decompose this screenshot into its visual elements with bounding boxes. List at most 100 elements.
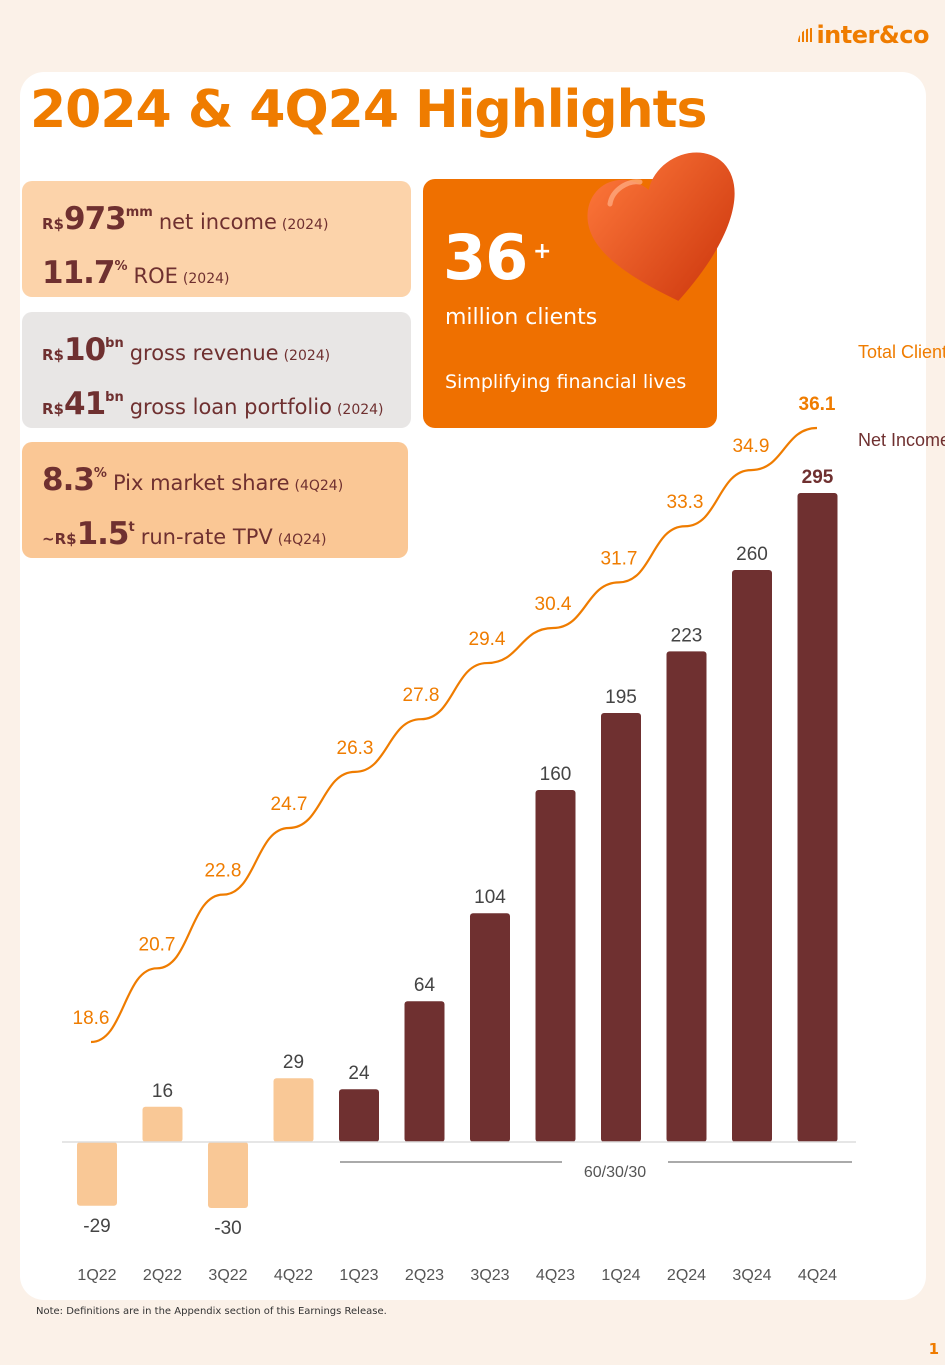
line-label-1Q22: 18.6 [73,1008,110,1029]
line-label-3Q22: 22.8 [205,861,242,882]
kpi-value: 1.5 [76,516,130,552]
bar-label-4Q23: 160 [540,764,572,785]
line-label-4Q22: 24.7 [271,794,308,815]
line-label-4Q24: 36.1 [799,394,836,415]
bar-net-income-2Q23 [404,1001,445,1142]
line-label-2Q22: 20.7 [139,934,176,955]
bar-net-income-3Q23 [470,913,510,1142]
kpi-period: (2024) [283,348,331,364]
kpi-value: 11.7 [42,255,115,291]
bar-label-1Q22: -29 [83,1216,110,1237]
line-label-3Q23: 29.4 [469,629,506,650]
bar-net-income-1Q22 [77,1142,117,1206]
kpi-prefix: ~R$ [42,530,77,548]
clients-number: 36 [443,221,528,294]
bar-label-2Q23: 64 [414,975,436,996]
kpi-value: 8.3 [42,462,95,498]
kpi-tpv: ~R$ 1.5 t run-rate TPV (4Q24) [42,516,326,552]
x-tick-3Q22: 3Q22 [208,1267,247,1284]
x-tick-4Q24: 4Q24 [798,1267,837,1284]
line-label-3Q24: 34.9 [733,436,770,457]
kpi-label: run-rate TPV [140,525,273,549]
clients-tagline: Simplifying financial lives [445,371,687,393]
series-line-total-clients [90,426,818,1044]
kpi-label: net income [158,210,277,234]
annotation-60-30-30: 60/30/30 [584,1164,646,1181]
bar-label-2Q24: 223 [671,625,703,646]
kpi-unit: bn [105,390,124,405]
logo-text: inter&co [816,21,929,49]
kpi-roe: 11.7 % ROE (2024) [42,255,229,291]
kpi-label: ROE [133,264,178,288]
bar-label-3Q22: -30 [214,1218,241,1239]
line-label-1Q24: 31.7 [601,548,638,569]
inter-logo-icon [798,28,813,42]
x-tick-4Q23: 4Q23 [536,1267,575,1284]
footnote: Note: Definitions are in the Appendix se… [36,1306,387,1317]
bar-net-income-1Q24 [601,713,641,1142]
kpi-prefix: R$ [42,346,64,364]
bar-label-4Q22: 29 [283,1052,304,1073]
kpi-label: gross loan portfolio [129,395,332,419]
x-tick-2Q24: 2Q24 [667,1267,706,1284]
bar-net-income-2Q24 [666,651,707,1142]
x-tick-3Q23: 3Q23 [470,1267,509,1284]
kpi-gross-revenue: R$ 10 bn gross revenue (2024) [42,332,330,368]
bar-net-income-3Q22 [208,1142,248,1208]
bar-label-3Q23: 104 [474,887,506,908]
page-title: 2024 & 4Q24 Highlights [30,80,707,140]
kpi-value: 41 [64,386,106,422]
kpi-label: Pix market share [112,471,290,495]
heart-icon [587,152,735,301]
bar-label-2Q22: 16 [152,1081,173,1102]
kpi-unit: bn [105,336,124,351]
line-label-2Q24: 33.3 [667,492,704,513]
kpi-net-income: R$ 973 mm net income (2024) [42,201,328,237]
bar-label-1Q24: 195 [605,687,637,708]
clients-plus: + [533,239,552,264]
x-tick-4Q22: 4Q22 [274,1267,313,1284]
line-label-1Q23: 26.3 [337,738,374,759]
bar-net-income-4Q24 [797,493,838,1142]
kpi-value: 10 [64,332,106,368]
bar-net-income-3Q24 [732,570,772,1142]
kpi-unit: mm [125,205,153,220]
clients-label: million clients [445,305,598,330]
kpi-label: gross revenue [129,341,279,365]
kpi-pix-share: 8.3 % Pix market share (4Q24) [42,462,343,498]
page-number: 1 [928,1340,939,1358]
kpi-box-payments: 8.3 % Pix market share (4Q24) ~R$ 1.5 t … [22,442,408,558]
bar-net-income-4Q22 [273,1078,314,1142]
x-tick-1Q24: 1Q24 [601,1267,640,1284]
kpi-box-income: R$ 973 mm net income (2024) 11.7 % ROE (… [22,181,411,297]
kpi-period: (4Q24) [277,532,327,548]
bar-net-income-1Q23 [339,1089,379,1142]
kpi-period: (2024) [182,271,230,287]
kpi-gross-loan: R$ 41 bn gross loan portfolio (2024) [42,386,384,422]
kpi-period: (2024) [336,402,384,418]
kpi-prefix: R$ [42,400,64,418]
bar-label-4Q24: 295 [802,467,834,488]
kpi-unit: t [128,520,135,535]
legend-net-income: Net Income [858,430,945,450]
bar-label-3Q24: 260 [736,544,768,565]
x-tick-2Q22: 2Q22 [143,1267,182,1284]
x-tick-2Q23: 2Q23 [405,1267,444,1284]
kpi-prefix: R$ [42,215,64,233]
bar-net-income-4Q23 [535,790,576,1142]
kpi-period: (2024) [281,217,329,233]
x-tick-1Q23: 1Q23 [339,1267,378,1284]
kpi-unit: % [114,259,128,274]
kpi-value: 973 [64,201,127,237]
kpi-period: (4Q24) [294,478,344,494]
line-label-2Q23: 27.8 [403,685,440,706]
kpi-box-revenue: R$ 10 bn gross revenue (2024) R$ 41 bn g… [22,312,411,428]
bar-net-income-2Q22 [142,1106,183,1142]
x-tick-1Q22: 1Q22 [77,1267,116,1284]
line-label-4Q23: 30.4 [535,594,572,615]
legend-total-clients: Total Clients [858,342,945,362]
kpi-unit: % [93,466,107,481]
bar-label-1Q23: 24 [348,1063,370,1084]
inter-logo: inter&co [798,20,929,50]
